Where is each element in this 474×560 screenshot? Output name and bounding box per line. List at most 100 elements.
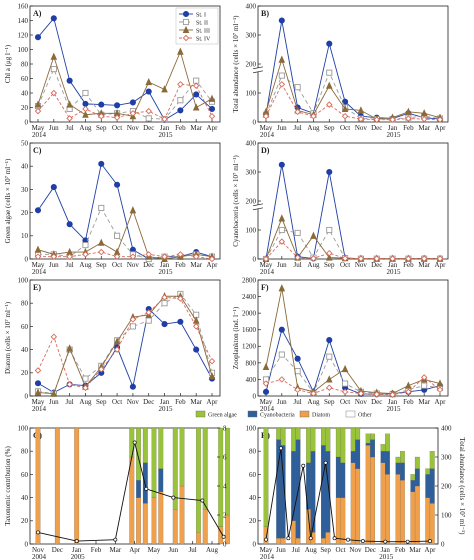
x-tick-label: Jun <box>277 124 287 132</box>
bar-segment-green <box>380 444 386 452</box>
year-label: 2015 <box>159 131 174 139</box>
data-point <box>262 112 270 120</box>
x-tick-label: Feb <box>91 546 102 554</box>
x-tick-label: Oct <box>340 398 350 406</box>
bar-segment-cyan <box>429 468 435 504</box>
data-point <box>82 384 89 392</box>
y-tick-label: 20 <box>21 104 29 112</box>
data-point <box>278 161 285 168</box>
stacked-bar <box>142 427 148 545</box>
x-tick-label: Oct <box>112 261 122 269</box>
series-line <box>37 295 213 395</box>
panel-label: C) <box>33 146 42 155</box>
stacked-bar <box>74 427 80 545</box>
data-point <box>294 108 301 116</box>
bar-segment-green <box>385 433 390 452</box>
panel-a: A) 0 20 40 60 80 100 120 140 160 Chl a (μg l⁻¹) May… <box>4 2 221 139</box>
x-tick-label: Feb <box>175 398 186 406</box>
data-point <box>373 255 380 262</box>
data-point <box>66 100 73 108</box>
x-tick-label: Apr <box>435 398 447 406</box>
bar-segment-cyan <box>340 462 346 498</box>
axis-break-mark <box>252 203 264 207</box>
data-point <box>405 388 412 396</box>
data-point <box>145 309 152 316</box>
y2-tick-label: 0 <box>441 540 445 548</box>
data-point <box>50 184 57 191</box>
data-point <box>420 374 428 381</box>
x-tick-label: Nov <box>127 398 140 406</box>
bar-segment-green <box>280 427 286 446</box>
bar-segment-green <box>263 427 269 527</box>
abundance-point <box>332 536 337 541</box>
y-tick-label: 0 <box>25 118 29 126</box>
bar-segment-green <box>295 427 301 440</box>
stacked-bar <box>295 427 301 545</box>
y-tick-label: 80 <box>21 448 29 456</box>
data-point <box>113 114 121 121</box>
legend-marker <box>182 34 190 42</box>
y-tick-label: 80 <box>21 60 29 68</box>
data-point <box>82 89 89 97</box>
stacked-bar <box>310 427 316 545</box>
abundance-line <box>265 448 431 543</box>
bar-segment-green <box>321 427 326 446</box>
data-point <box>341 364 349 373</box>
stacked-bar <box>280 427 286 545</box>
data-point <box>50 52 58 60</box>
abundance-point <box>360 539 365 544</box>
bar-segment-diatom <box>321 538 326 545</box>
bar-segment-cyan <box>370 439 375 458</box>
x-tick-label: Mar <box>418 398 430 406</box>
y2-tick-label: 300 <box>441 453 452 461</box>
data-point <box>278 55 286 63</box>
data-point <box>34 245 42 253</box>
data-point <box>98 366 105 373</box>
stacked-bar <box>429 451 435 545</box>
y-tick-label: 0 <box>253 540 257 548</box>
data-point <box>389 116 396 123</box>
stacked-bar <box>196 427 201 545</box>
data-point <box>50 333 58 341</box>
series-line <box>37 293 213 395</box>
panel-b: B) 0 100 200 300 400 Total abundance (cells × … <box>232 2 449 139</box>
x-tick-label: Mar <box>190 261 202 269</box>
data-point <box>326 168 333 176</box>
x-tick-label: Jan <box>381 546 391 554</box>
series-4 <box>34 294 216 392</box>
data-point <box>405 115 412 122</box>
x-tick-label: Feb <box>175 124 186 132</box>
data-point <box>262 388 270 395</box>
y-axis-label: Chl a (μg l⁻¹) <box>4 44 12 83</box>
stacked-bar <box>202 427 208 545</box>
legend-entry: St. II <box>196 20 208 26</box>
bar-segment-diatom <box>179 485 185 545</box>
y-tick-label: 80 <box>249 448 257 456</box>
x-tick-label: Oct <box>340 261 350 269</box>
bar-segment-cyan <box>291 451 296 521</box>
data-point <box>66 115 73 122</box>
bar-segment-diatom <box>414 485 420 545</box>
bar-segment-diatom <box>158 491 164 545</box>
data-point <box>66 381 73 388</box>
series-line <box>265 83 441 121</box>
data-point <box>262 380 270 387</box>
data-point <box>145 115 152 122</box>
x-tick-label: Sep <box>96 261 107 269</box>
bar-segment-green <box>218 427 224 527</box>
year-label: 2014 <box>32 405 47 413</box>
x-tick-label: Jan <box>72 546 82 554</box>
x-tick-label: Dec <box>143 398 154 406</box>
x-tick-label: Mar <box>418 261 430 269</box>
data-point <box>193 77 200 84</box>
data-point <box>436 386 444 394</box>
data-point <box>161 253 168 260</box>
x-tick-label: Nov <box>127 261 140 269</box>
bar-segment-diatom <box>410 491 416 545</box>
bar-segment-green <box>202 427 208 510</box>
bar-segment-green <box>179 427 185 487</box>
data-point <box>129 253 137 260</box>
data-point <box>373 391 380 398</box>
data-point <box>326 226 333 234</box>
series-line <box>265 328 441 395</box>
